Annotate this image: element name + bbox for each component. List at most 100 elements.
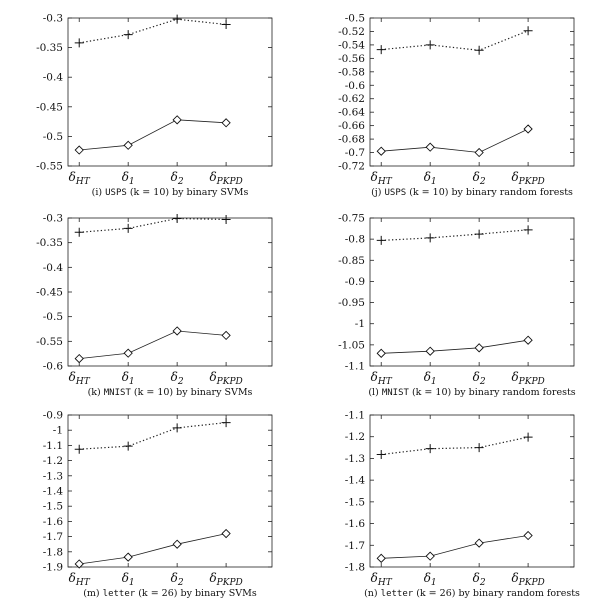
plus-marker (74, 444, 84, 454)
x-tick-label: δHT (371, 370, 393, 387)
plot-frame (67, 414, 273, 568)
x-tick-label: δHT (371, 170, 393, 187)
y-tick-label: -0.58 (338, 66, 365, 78)
plus-marker (376, 450, 386, 460)
diamond-marker (172, 326, 182, 336)
y-tick-label: -0.52 (338, 26, 365, 38)
y-tick-label: -0.35 (36, 42, 63, 54)
y-tick-label: -0.55 (36, 161, 63, 173)
series-line-solid (79, 533, 227, 565)
x-tick-label: δPKPD (511, 170, 544, 187)
plot-frame (369, 17, 575, 167)
series-line-solid (381, 535, 529, 559)
x-tick-label: δ2 (473, 571, 486, 588)
y-tick-label: -0.85 (338, 255, 365, 267)
y-tick-label: -1.6 (345, 518, 366, 530)
y-tick-label: -1.7 (43, 531, 63, 543)
y-tick-label: -0.9 (345, 276, 365, 288)
y-tick-label: -1.5 (345, 496, 365, 508)
plus-marker (74, 38, 84, 48)
plus-marker (74, 227, 84, 237)
plus-marker (523, 432, 533, 442)
y-tick-label: -1.9 (43, 562, 63, 574)
diamond-marker (376, 553, 386, 563)
y-tick-label: -0.72 (338, 161, 365, 173)
panel-caption: (m) letter (k = 26) by binary SVMs (83, 588, 257, 599)
chart-panel: -1.1 -1.05 -1 -0.95 -0.9 -0.85 -0.8 -0.75 δHT δ1 δ… (338, 213, 576, 399)
diamond-marker (123, 140, 133, 150)
y-tick-label: -0.45 (36, 101, 63, 113)
plus-marker (123, 441, 133, 451)
plus-marker (221, 418, 231, 428)
series-line-solid (381, 339, 529, 354)
diamond-marker (523, 124, 533, 134)
y-tick-label: -0.54 (338, 39, 365, 51)
series-line-solid (79, 119, 227, 151)
x-tick-label: δ2 (171, 571, 184, 588)
y-tick-label: -0.64 (338, 107, 365, 119)
y-tick-label: -1.5 (43, 501, 63, 513)
plus-marker (172, 213, 182, 223)
diamond-marker (376, 348, 386, 358)
diamond-marker (172, 115, 182, 125)
x-tick-label: δHT (371, 571, 393, 588)
plus-marker (376, 45, 386, 55)
plus-marker (221, 214, 231, 224)
x-tick-label: δ1 (122, 370, 135, 387)
chart-panel: -1.9 -1.8 -1.7 -1.6 -1.5 -1.4 -1.3 -1.2 -1.1 -1 -0… (43, 410, 273, 599)
x-tick-label: δPKPD (209, 170, 242, 187)
y-tick-label: -1.8 (345, 562, 365, 574)
x-tick-label: δHT (69, 571, 91, 588)
x-tick-label: δ2 (473, 370, 486, 387)
x-tick-label: δHT (69, 170, 91, 187)
plus-marker (172, 14, 182, 24)
y-tick-label: -0.66 (338, 120, 365, 132)
plus-marker (474, 45, 484, 55)
x-tick-label: δ2 (171, 170, 184, 187)
diamond-marker (74, 353, 84, 364)
x-tick-label: δPKPD (511, 370, 544, 387)
diamond-marker (425, 346, 435, 356)
y-tick-label: -0.35 (36, 237, 63, 249)
x-tick-label: δ2 (473, 170, 486, 187)
series-line-dotted (79, 217, 227, 233)
y-tick-label: -0.55 (36, 336, 63, 348)
y-tick-label: -0.75 (338, 213, 365, 225)
y-tick-label: -0.68 (338, 134, 365, 146)
series-line-dotted (381, 436, 529, 456)
plus-marker (523, 225, 533, 235)
plus-marker (221, 20, 231, 30)
x-tick-label: δPKPD (511, 571, 544, 588)
x-tick-label: δ1 (424, 170, 437, 187)
y-tick-label: -0.7 (345, 147, 365, 159)
panel-caption: (i) USPS (k = 10) by binary SVMs (92, 187, 249, 198)
y-tick-label: -0.62 (338, 93, 365, 105)
diamond-marker (221, 118, 231, 128)
panel-caption: (l) MNIST (k = 10) by binary random fore… (368, 387, 575, 398)
plus-marker (425, 444, 435, 454)
y-tick-label: -1.1 (345, 361, 365, 373)
plot-frame (369, 217, 575, 367)
y-tick-label: -1.3 (345, 453, 365, 465)
y-tick-label: -1.6 (43, 516, 64, 528)
x-tick-label: δ1 (122, 571, 135, 588)
panel-caption: (j) USPS (k = 10) by binary random fores… (371, 187, 573, 198)
y-tick-label: -1 (53, 425, 63, 437)
y-tick-label: -0.6 (43, 361, 64, 373)
y-tick-label: -0.3 (43, 213, 63, 225)
panel-caption: (n) letter (k = 26) by binary random for… (364, 588, 580, 599)
chart-panel: -0.55 -0.5 -0.45 -0.4 -0.35 -0.3 δHT δ1 δ2 δPKPD(… (36, 13, 273, 198)
y-tick-label: -0.45 (36, 287, 63, 299)
y-tick-label: -1.3 (43, 470, 63, 482)
diamond-marker (221, 330, 231, 341)
x-tick-label: δ2 (171, 370, 184, 387)
plot-frame (369, 414, 575, 568)
plus-marker (425, 40, 435, 50)
y-tick-label: -1 (355, 318, 365, 330)
y-tick-label: -0.3 (43, 13, 63, 25)
panel-caption: (k) MNIST (k = 10) by binary SVMs (88, 387, 253, 398)
y-tick-label: -0.6 (345, 80, 366, 92)
y-tick-label: -1.05 (338, 339, 365, 351)
y-tick-label: -0.95 (338, 297, 365, 309)
